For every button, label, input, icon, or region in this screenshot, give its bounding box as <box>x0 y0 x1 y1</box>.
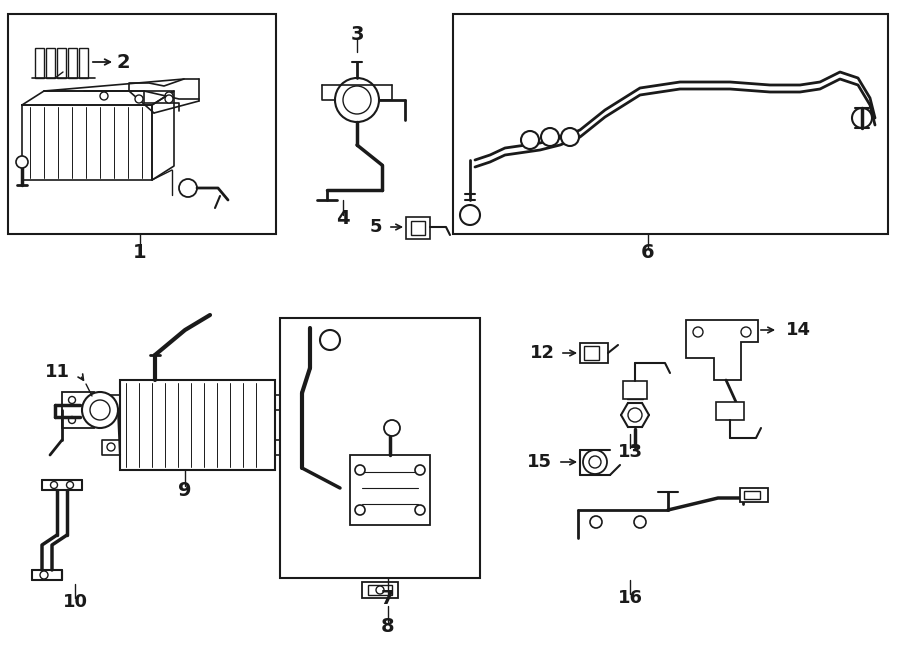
Bar <box>362 582 398 598</box>
Circle shape <box>628 408 642 422</box>
Bar <box>79 48 88 78</box>
Circle shape <box>561 128 579 146</box>
Circle shape <box>68 397 76 403</box>
Circle shape <box>521 131 539 149</box>
Circle shape <box>179 179 197 197</box>
Circle shape <box>355 505 365 515</box>
Bar <box>120 380 275 470</box>
Text: 7: 7 <box>382 588 395 607</box>
Text: 4: 4 <box>337 208 350 227</box>
Circle shape <box>16 156 28 168</box>
Text: 1: 1 <box>133 243 147 262</box>
Bar <box>350 455 430 525</box>
Circle shape <box>852 108 872 128</box>
Text: 10: 10 <box>62 593 87 611</box>
Bar <box>623 381 647 399</box>
Circle shape <box>460 205 480 225</box>
Circle shape <box>100 92 108 100</box>
Circle shape <box>165 95 173 103</box>
Circle shape <box>376 586 384 594</box>
Circle shape <box>67 481 74 488</box>
Bar <box>57 48 66 78</box>
Bar <box>68 48 77 78</box>
Circle shape <box>589 456 601 468</box>
Bar <box>453 14 888 234</box>
Bar <box>62 392 94 428</box>
Circle shape <box>107 443 115 451</box>
Bar <box>744 491 760 499</box>
Text: 16: 16 <box>617 589 643 607</box>
Bar <box>406 217 430 239</box>
Circle shape <box>135 95 143 103</box>
Text: 12: 12 <box>530 344 555 362</box>
Text: 9: 9 <box>178 481 192 500</box>
Circle shape <box>355 465 365 475</box>
Bar <box>22 105 152 180</box>
Text: 14: 14 <box>786 321 811 339</box>
Bar <box>35 48 44 78</box>
Circle shape <box>82 392 118 428</box>
Circle shape <box>335 78 379 122</box>
Circle shape <box>384 420 400 436</box>
Circle shape <box>68 416 76 424</box>
Circle shape <box>541 128 559 146</box>
Circle shape <box>280 398 288 406</box>
Circle shape <box>107 398 115 406</box>
Circle shape <box>320 330 340 350</box>
Bar <box>584 346 599 360</box>
Circle shape <box>343 86 371 114</box>
Circle shape <box>50 481 58 488</box>
Bar <box>740 488 768 502</box>
Polygon shape <box>686 320 758 380</box>
Text: 2: 2 <box>116 52 130 71</box>
Text: 6: 6 <box>641 243 655 262</box>
Text: 8: 8 <box>382 617 395 637</box>
Bar <box>46 48 55 78</box>
Bar <box>580 343 608 363</box>
Circle shape <box>280 443 288 451</box>
Circle shape <box>590 516 602 528</box>
Text: 15: 15 <box>527 453 552 471</box>
Bar <box>8 14 276 234</box>
Circle shape <box>165 92 173 100</box>
Circle shape <box>741 327 751 337</box>
Circle shape <box>634 516 646 528</box>
Bar <box>368 585 392 595</box>
Circle shape <box>415 505 425 515</box>
Circle shape <box>415 465 425 475</box>
Text: 11: 11 <box>45 363 70 381</box>
Bar <box>716 402 744 420</box>
Text: 5: 5 <box>370 218 382 236</box>
Bar <box>280 318 480 578</box>
Text: 13: 13 <box>617 443 643 461</box>
Circle shape <box>40 571 48 579</box>
Circle shape <box>583 450 607 474</box>
Bar <box>411 221 425 235</box>
Circle shape <box>693 327 703 337</box>
Text: 3: 3 <box>350 26 364 44</box>
Circle shape <box>90 400 110 420</box>
